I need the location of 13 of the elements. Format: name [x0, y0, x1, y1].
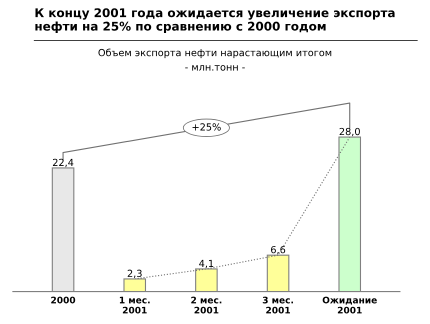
x-tick-label: 1 мес. 2001 — [120, 296, 150, 314]
x-tick-label: Ожидание 2001 — [322, 296, 377, 314]
text: +25% — [192, 123, 221, 131]
data-label: 4,1 — [199, 260, 214, 268]
chart-subtitle: Объем экспорта нефти нарастающим итогом - млн.тонн - — [98, 48, 332, 71]
data-label: 6,6 — [271, 246, 286, 254]
x-tick-label: 2000 — [51, 296, 76, 304]
data-label: 28,0 — [340, 128, 360, 136]
data-label: 22,4 — [52, 158, 74, 168]
data-label: 2,3 — [128, 270, 142, 278]
chart-title: К концу 2001 года ожидается увеличение экспорта нефти на 25% по сравнению с 2000 годом — [35, 8, 395, 34]
x-tick-label: 2 мес. 2001 — [191, 296, 222, 314]
x-tick-label: 3 мес. 2001 — [262, 296, 293, 314]
